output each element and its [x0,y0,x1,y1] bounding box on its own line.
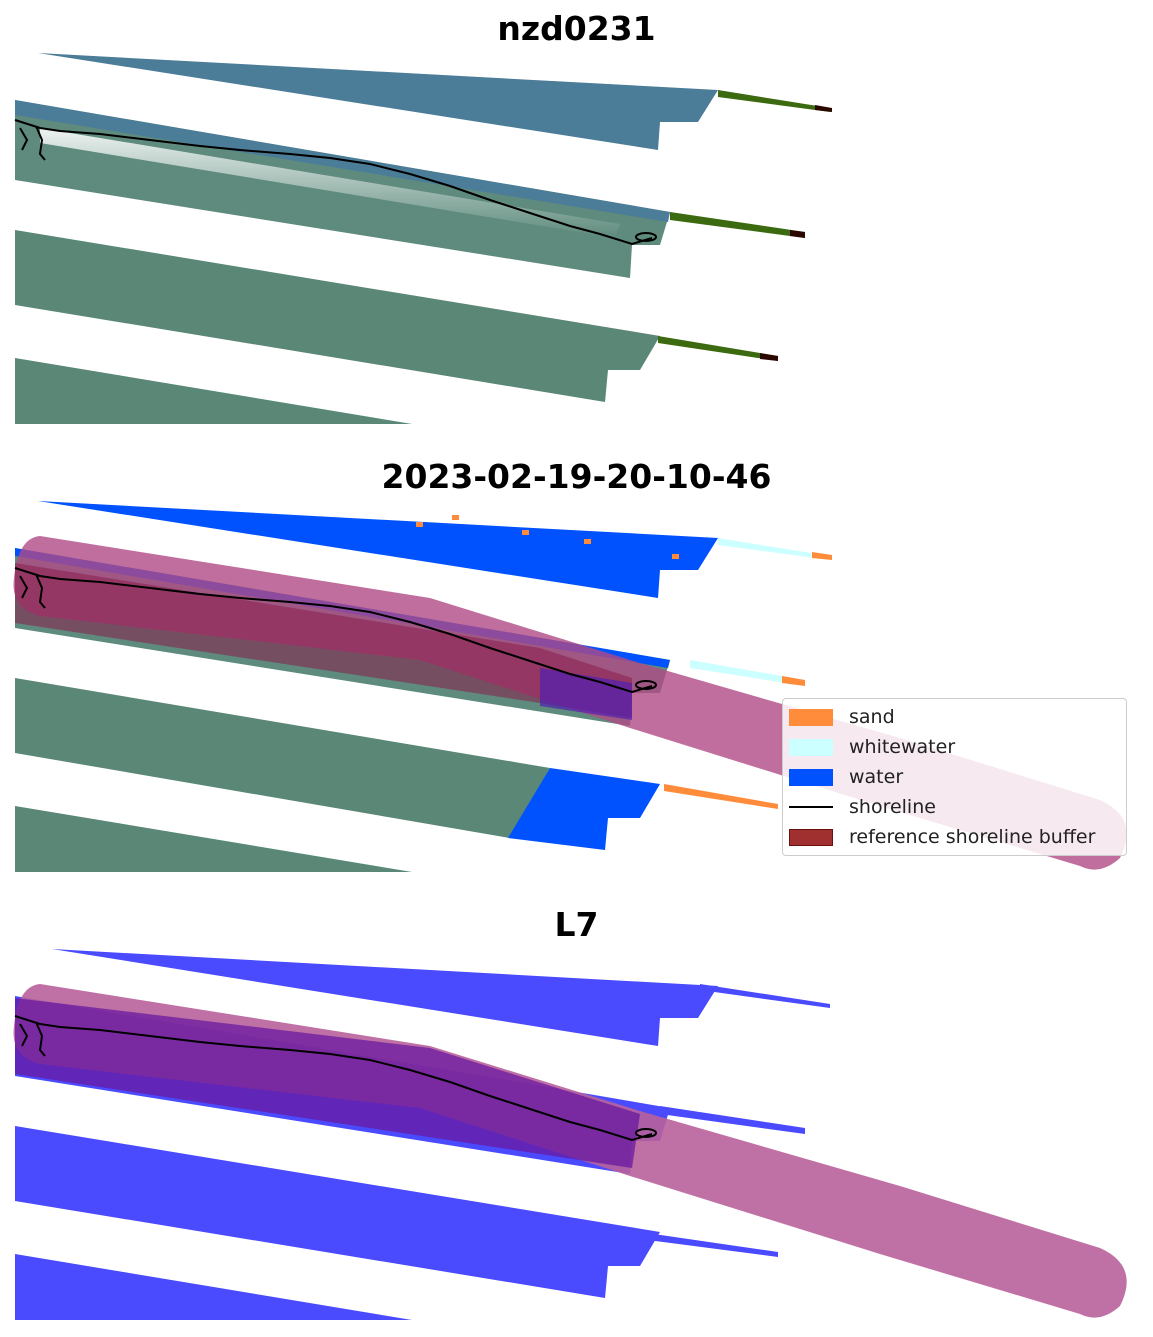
buffer-core [15,563,632,718]
shoreline-swatch [789,806,833,808]
sand-class-1 [812,552,832,560]
legend-item-whitewater: whitewater [789,733,955,761]
satellite-strips [15,53,832,424]
legend-label-water: water [849,766,904,788]
whitewater-swatch [789,738,833,756]
buffer-water-overlap [15,998,640,1168]
panel-title-rgb: nzd0231 [497,9,656,48]
legend-label-shoreline: shoreline [849,796,936,818]
veg-strip-2 [670,212,805,238]
legend: sand whitewater water shoreline referenc… [782,698,1127,856]
buffer-water-overlap [540,668,632,720]
legend-label-buffer: reference shoreline buffer [849,826,1096,848]
sand-swatch [789,708,833,726]
legend-item-sand: sand [789,703,895,731]
legend-item-water: water [789,763,903,791]
legend-item-buffer: reference shoreline buffer [789,823,1095,851]
legend-item-shoreline: shoreline [789,793,936,821]
l7-mask-panel [13,949,1127,1320]
water-class-land [508,768,660,850]
veg-strip-1 [718,90,830,112]
shoreline-line [14,1015,653,1142]
buffer-swatch [789,828,833,846]
land-image [15,678,550,838]
rgb-image-panel [14,53,832,424]
sand-class-3 [664,784,778,809]
land-strip [15,230,660,402]
land-image-lower [15,806,412,872]
legend-label-sand: sand [849,706,895,728]
whitewater-class-1 [718,538,830,560]
shoreline-line [14,119,653,246]
legend-label-whitewater: whitewater [849,736,956,758]
veg-strip-3 [658,336,778,361]
water-swatch [789,768,833,786]
whitewater-class-2 [690,660,805,686]
sea-strip [38,53,718,150]
water-class-sea [38,501,718,598]
land-strip-lower [15,358,412,424]
panel-title-classified: 2023-02-19-20-10-46 [381,457,772,496]
shoreline-line [14,567,653,694]
panel-title-satellite: L7 [554,905,599,944]
sand-class-2 [782,676,805,686]
